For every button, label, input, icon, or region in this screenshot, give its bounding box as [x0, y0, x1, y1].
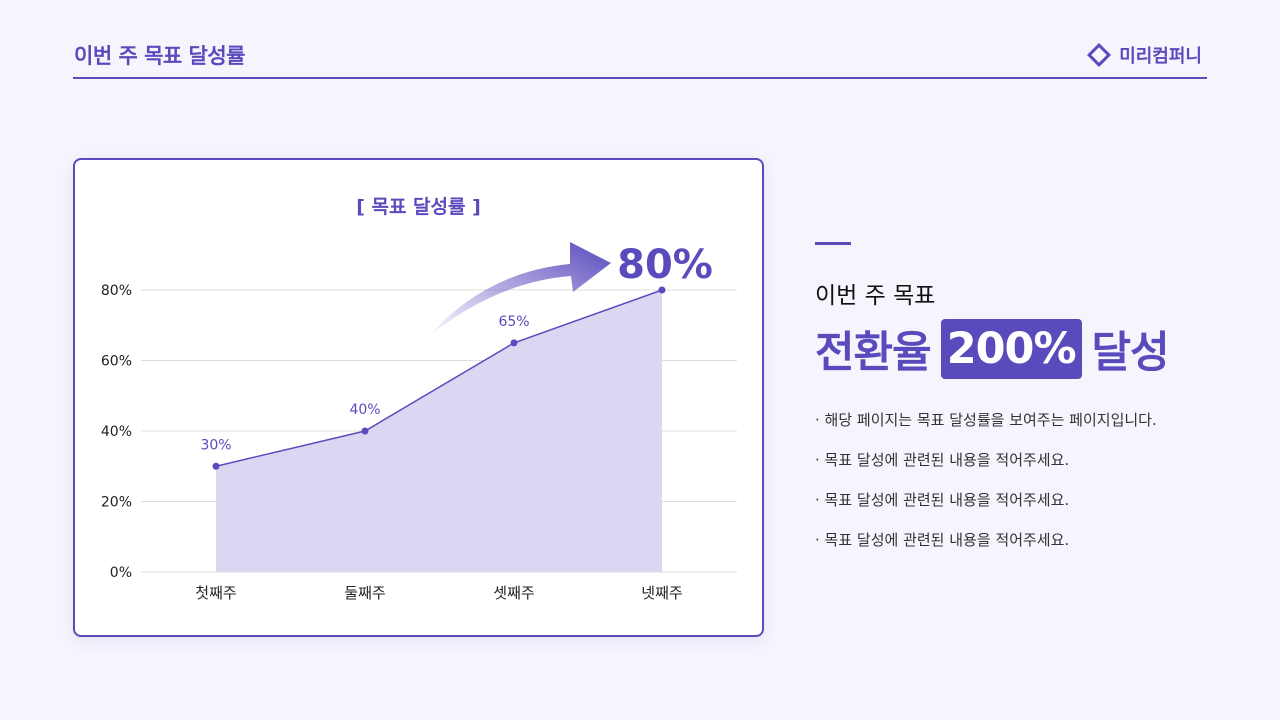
svg-text:60%: 60%	[101, 354, 132, 370]
bullet-item: · 목표 달성에 관련된 내용을 적어주세요.	[815, 451, 1070, 469]
svg-text:30%: 30%	[200, 437, 231, 453]
bullet-list: · 해당 페이지는 목표 달성률을 보여주는 페이지입니다. · 목표 달성에 …	[815, 408, 1157, 568]
summary-subtitle: 이번 주 목표	[815, 283, 936, 309]
svg-text:40%: 40%	[349, 402, 380, 418]
area-chart: 0% 20% 40% 60% 80% 30% 40% 65% 첫째주 둘째주 셋째주 넷째주 80…	[101, 242, 737, 602]
brand-logo: 미리컴퍼니	[1087, 42, 1202, 68]
headline-pre: 전환율	[815, 328, 932, 378]
data-points: 30% 40% 65%	[200, 286, 666, 470]
svg-text:첫째주: 첫째주	[195, 584, 236, 602]
diamond-icon	[1087, 43, 1112, 67]
svg-text:80%: 80%	[101, 283, 132, 299]
svg-text:셋째주: 셋째주	[493, 584, 534, 602]
chart-card: [ 목표 달성률 ] 0% 20% 40% 60% 80% 30% 40% 65% 첫째주 둘…	[73, 158, 764, 637]
svg-text:0%: 0%	[110, 565, 132, 581]
headline-badge: 200%	[940, 319, 1082, 379]
area-fill	[216, 290, 662, 572]
headline-post: 달성	[1091, 328, 1170, 378]
page-title: 이번 주 목표 달성률	[74, 44, 246, 68]
svg-text:넷째주: 넷째주	[641, 584, 682, 602]
brand-name: 미리컴퍼니	[1119, 46, 1202, 67]
data-line	[215, 289, 663, 467]
bullet-item: · 목표 달성에 관련된 내용을 적어주세요.	[815, 531, 1070, 549]
header-divider	[73, 77, 1207, 79]
x-axis-ticks: 첫째주 둘째주 셋째주 넷째주	[195, 584, 682, 602]
bullet-item: · 목표 달성에 관련된 내용을 적어주세요.	[815, 491, 1070, 509]
growth-arrow-icon	[427, 242, 611, 338]
highlight-value: 80%	[617, 242, 713, 288]
summary-headline: 전환율 200% 달성	[815, 318, 1170, 380]
svg-text:40%: 40%	[101, 424, 132, 440]
svg-text:20%: 20%	[101, 495, 132, 511]
y-axis-ticks: 0% 20% 40% 60% 80%	[101, 283, 132, 581]
svg-text:65%: 65%	[498, 314, 529, 330]
accent-bar	[815, 242, 851, 245]
bullet-item: · 해당 페이지는 목표 달성률을 보여주는 페이지입니다.	[815, 411, 1157, 429]
svg-text:둘째주: 둘째주	[344, 584, 385, 602]
chart-title: [ 목표 달성률 ]	[356, 196, 481, 218]
